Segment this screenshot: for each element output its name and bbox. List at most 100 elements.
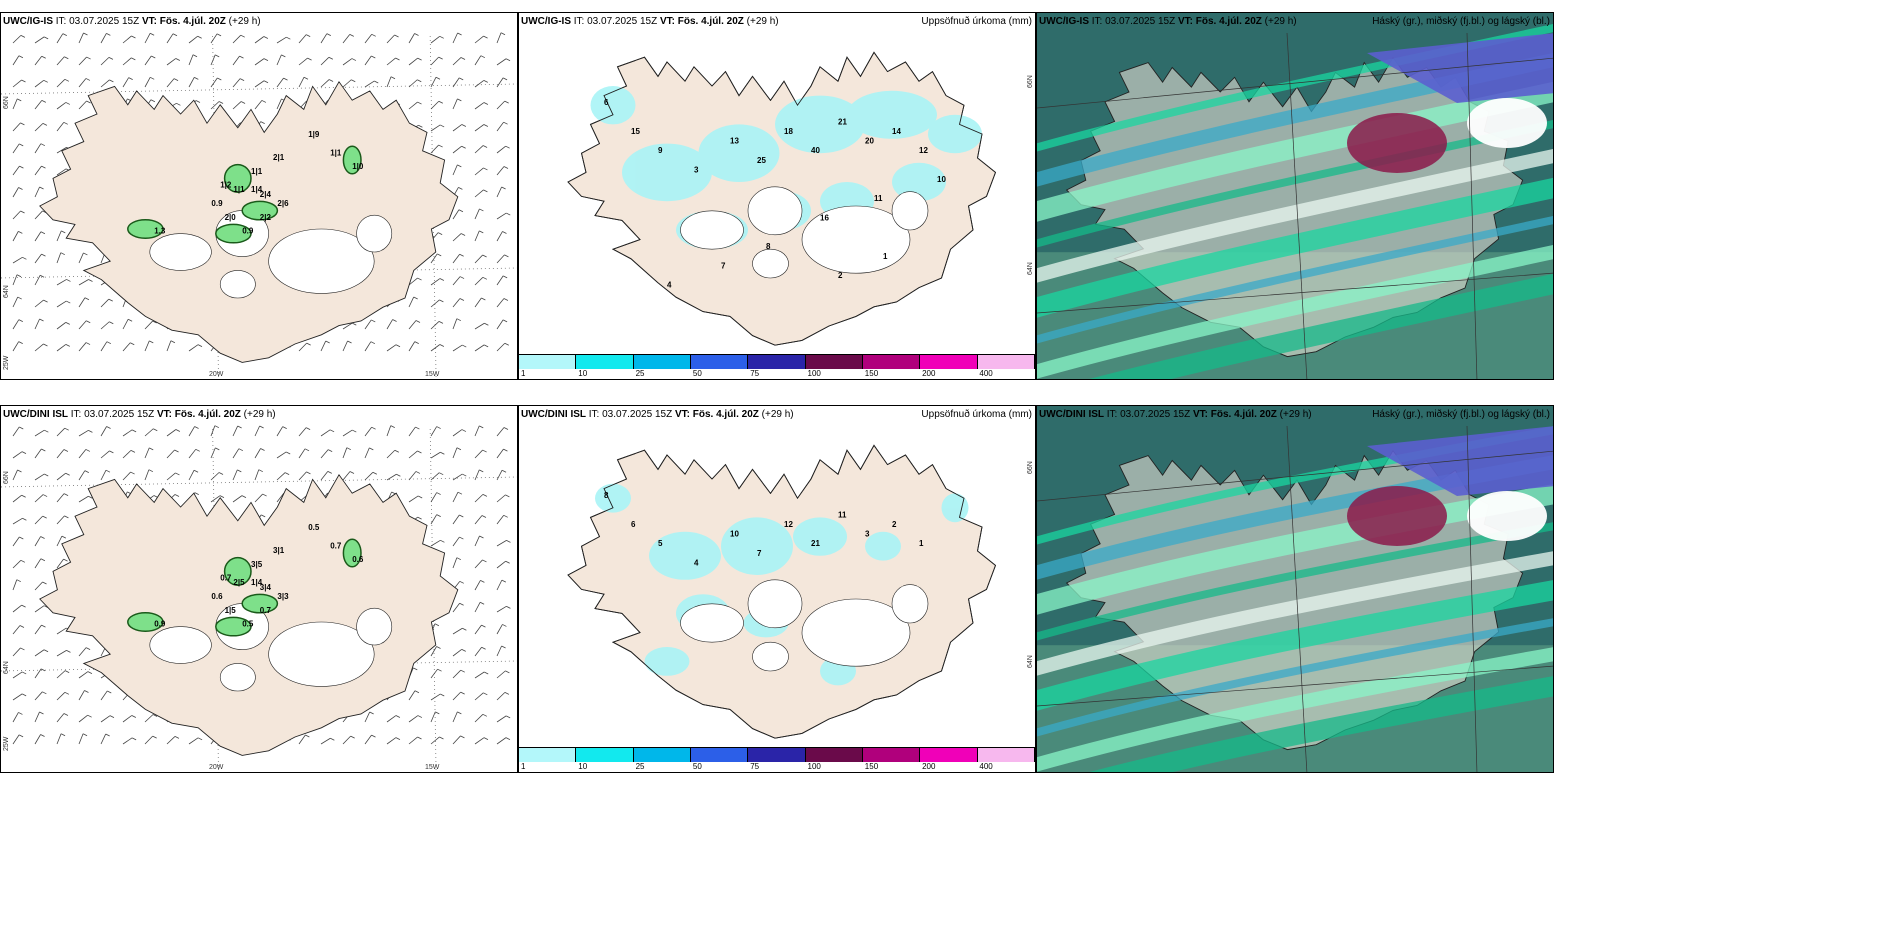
wind-barb-flag	[41, 624, 46, 628]
wind-barb-flag	[41, 100, 47, 103]
wind-barb	[34, 429, 45, 437]
wind-barb	[496, 212, 507, 220]
wind-barb	[188, 449, 197, 459]
wind-barb	[320, 33, 328, 44]
wind-barb	[12, 98, 18, 110]
value-label: 1|4	[251, 185, 263, 194]
wind-barb	[100, 733, 107, 745]
precip-blob	[775, 95, 865, 154]
wind-barb-flag	[42, 123, 48, 126]
wind-barb	[210, 472, 220, 481]
wind-barb-flag	[127, 318, 133, 322]
colorbar-tick-label: 150	[864, 369, 879, 378]
wind-barb-flag	[327, 471, 332, 474]
wind-barb-flag	[83, 32, 88, 36]
wind-barb	[78, 342, 87, 352]
wind-barb-flag	[461, 124, 467, 127]
wind-barb-flag	[241, 495, 247, 498]
wind-barb	[12, 647, 21, 657]
colorbar-cell	[633, 748, 691, 762]
colorbar	[519, 747, 1035, 762]
wind-barb-flag	[286, 451, 291, 455]
cloud-band	[1037, 551, 1553, 676]
wind-barb	[452, 557, 458, 569]
wind-barb	[12, 256, 23, 264]
wind-barb	[452, 298, 461, 308]
wind-barb-flag	[457, 491, 463, 495]
wind-barb	[34, 711, 40, 723]
wind-barb	[408, 715, 419, 723]
wind-barb	[100, 57, 110, 66]
wind-barb-flag	[306, 471, 311, 475]
wind-barb	[452, 98, 458, 110]
wind-barb-flag	[41, 448, 46, 452]
value-label: 7	[757, 549, 762, 558]
value-label: 21	[838, 117, 847, 126]
precip-blob	[698, 124, 780, 182]
wind-barb-flag	[239, 78, 245, 81]
wind-barb	[254, 493, 263, 503]
wind-barb	[56, 230, 62, 242]
value-label: 0.6	[352, 555, 364, 564]
wind-barb	[342, 471, 351, 481]
wind-barb-flag	[502, 77, 508, 81]
wind-barb-flag	[64, 78, 70, 82]
wind-barb	[254, 80, 265, 88]
wind-barb	[430, 736, 440, 745]
wind-barb-flag	[502, 624, 507, 627]
wind-barb	[56, 493, 65, 503]
value-label: 15	[631, 127, 640, 136]
precip-cell	[241, 593, 279, 614]
wind-barb-flag	[108, 57, 114, 60]
glacier	[747, 186, 803, 236]
wind-barb-flag	[193, 469, 199, 473]
wind-barb-flag	[130, 450, 136, 453]
lon-label-25: 25W	[3, 736, 10, 751]
wind-barb	[430, 693, 441, 701]
wind-barb-flag	[481, 646, 486, 650]
wind-barb	[56, 472, 66, 481]
wind-barb	[56, 344, 67, 352]
wind-barb	[232, 34, 242, 44]
glacier	[356, 214, 393, 253]
wind-barb-flag	[149, 447, 154, 451]
glacier	[356, 607, 393, 646]
wind-barb	[12, 79, 22, 88]
wind-barb	[34, 605, 45, 613]
wind-barb-flag	[131, 737, 137, 741]
wind-barb	[474, 469, 480, 481]
wind-barb	[276, 426, 284, 437]
cloud-band	[1037, 81, 1553, 222]
wind-barb	[12, 55, 20, 66]
wind-barb	[34, 80, 44, 88]
wind-barb-flag	[460, 669, 465, 673]
wind-barb	[34, 299, 44, 308]
wind-barb	[452, 209, 460, 220]
wind-barb-flag	[22, 256, 27, 260]
wind-barb-flag	[18, 734, 24, 738]
wind-barb	[320, 471, 329, 481]
wind-barb-flag	[506, 212, 511, 216]
value-label: 2|0	[225, 213, 237, 222]
wind-barb	[188, 737, 199, 745]
wind-barb	[188, 54, 194, 66]
value-label: 3|1	[273, 546, 285, 555]
lon-label-15: 15W	[425, 764, 440, 771]
value-label: 1|2	[220, 181, 232, 190]
wind-map: 1|91|11|02|11|11|41|11|20.92|00.92|22|61…	[1, 32, 517, 379]
wind-barb	[430, 35, 440, 44]
wind-barb-flag	[39, 186, 44, 190]
glacier	[268, 228, 375, 294]
lat-line	[1037, 450, 1553, 502]
wind-barb-flag	[40, 231, 46, 235]
value-label: 4	[694, 558, 699, 567]
wind-barb-flag	[17, 98, 22, 102]
wind-barb-flag	[286, 36, 291, 40]
wind-barb	[100, 690, 108, 701]
wind-barb-flag	[44, 429, 49, 433]
wind-barb-flag	[18, 55, 24, 59]
wind-barb-flag	[261, 514, 266, 518]
lat-line	[1, 476, 517, 488]
wind-barb-flag	[216, 33, 222, 37]
